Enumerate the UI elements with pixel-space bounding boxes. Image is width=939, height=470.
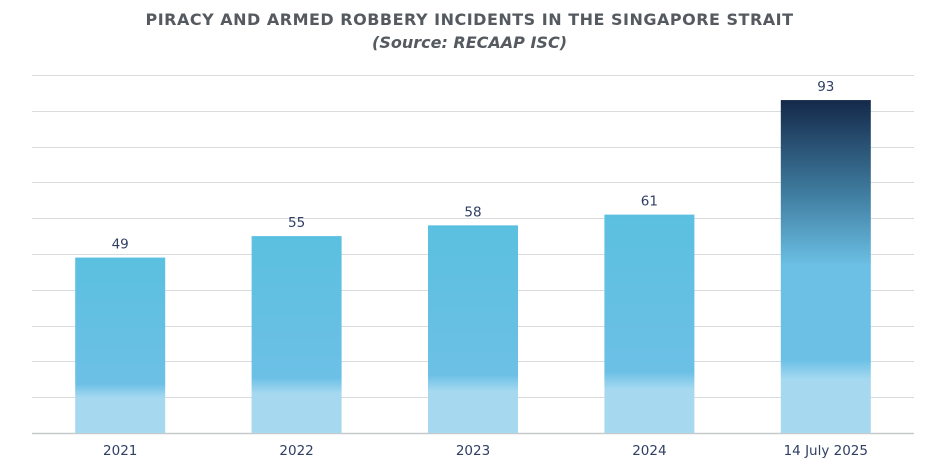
value-label: 55: [288, 215, 305, 231]
bars: [75, 100, 871, 433]
value-label: 58: [464, 204, 481, 220]
bar-2024: [604, 214, 695, 433]
category-label: 14 July 2025: [784, 443, 868, 459]
category-labels: 2021 2022 2023 2024 14 July 2025: [103, 443, 868, 459]
category-label: 2024: [632, 443, 666, 459]
bar-14-july-2025: [780, 100, 871, 433]
gridlines: [32, 75, 914, 435]
category-label: 2021: [103, 443, 137, 459]
chart-title: PIRACY AND ARMED ROBBERY INCIDENTS IN TH…: [145, 10, 794, 29]
bar-2022: [251, 236, 342, 433]
chart-subtitle: (Source: RECAAP ISC): [372, 33, 567, 52]
bar-2021: [75, 257, 166, 433]
category-label: 2022: [279, 443, 313, 459]
bar-2023: [428, 225, 518, 433]
category-label: 2023: [456, 443, 490, 459]
value-label: 61: [641, 194, 658, 210]
chart-title-block: PIRACY AND ARMED ROBBERY INCIDENTS IN TH…: [0, 8, 939, 54]
value-label: 93: [817, 79, 834, 95]
value-label: 49: [112, 237, 129, 253]
value-labels: 49 55 58 61 93: [112, 79, 835, 253]
